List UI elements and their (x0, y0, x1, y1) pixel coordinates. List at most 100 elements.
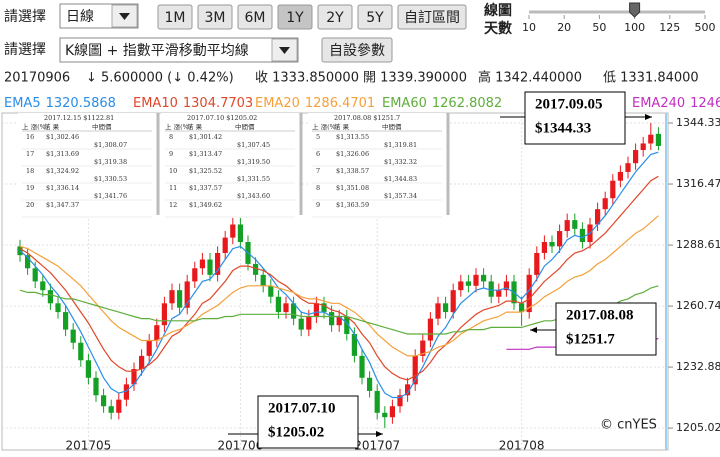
table-cell: $1,363.59 (336, 201, 369, 209)
table-cell: $1,338.57 (336, 167, 369, 175)
legend-name: EMA60 (382, 96, 427, 111)
candle-body (101, 395, 107, 407)
legend-name: EMA5 (4, 96, 41, 111)
candle-body (55, 303, 61, 313)
candle-body (617, 171, 623, 181)
candle-body (496, 290, 502, 297)
ema-line (19, 285, 659, 335)
legend-value: 1304.7703 (183, 96, 253, 111)
candle-body (351, 333, 357, 356)
candle-body (321, 303, 327, 313)
quote-info: 開 1339.390000 (363, 71, 467, 86)
x-tick-label: 201707 (354, 439, 400, 453)
table-cell: 9 (169, 150, 173, 158)
annotation-date: 2017.08.08 (566, 307, 634, 323)
legend-value: 1246 (690, 96, 720, 111)
days-label: 天數 (484, 20, 512, 37)
table-cell: $1,347.37 (46, 201, 79, 209)
table-cell: $1,336.14 (46, 184, 79, 192)
legend-entry: EMA5 1320.5868 (4, 96, 116, 111)
annotations: 2017.09.05 $1344.33 2017.08.08 $1251.7 2017.… (228, 91, 657, 449)
candle-body (268, 285, 274, 297)
custom-label: 自訂區間 (404, 10, 460, 26)
legend-value: 1286.4701 (305, 96, 375, 111)
candle-body (557, 231, 563, 247)
candle-body (207, 259, 213, 275)
range-button[interactable] (357, 4, 393, 30)
table-cell: 20 (26, 201, 34, 209)
select-label: 請選擇 (4, 9, 46, 25)
table-cell: $1,337.57 (189, 184, 222, 192)
settings-button[interactable] (321, 37, 393, 63)
candle-body (108, 406, 114, 413)
candle-body (260, 274, 266, 286)
table-cell: 7 (316, 167, 320, 175)
candle-body (78, 342, 84, 361)
candle-body (458, 281, 464, 291)
legend-value: 1320.5868 (46, 96, 116, 111)
ema-line (19, 215, 659, 357)
table-header: 上 漲(%) (312, 122, 339, 131)
quote-info: 收 1333.850000 (255, 71, 359, 86)
candle-body (549, 242, 555, 247)
table-cell: $1,332.32 (384, 158, 417, 166)
table-cell: $1,341.76 (94, 192, 127, 200)
candle-body (534, 252, 540, 275)
candle-body (397, 395, 403, 407)
legend-name: EMA20 (255, 96, 300, 111)
table-cell: 5 (316, 133, 320, 141)
range-label: 3M (205, 10, 226, 26)
table-header: 結 果 (44, 122, 60, 131)
legend-entry: EMA10 1304.7703 (133, 96, 253, 111)
candle-body (382, 412, 388, 418)
candle-body (199, 259, 205, 269)
candle-body (116, 399, 122, 413)
table-header: 中間價 (382, 122, 402, 131)
table-cell: $1,349.62 (189, 201, 222, 209)
candle-body (359, 355, 365, 378)
y-tick-label: 1288.61 (676, 238, 720, 251)
table-cell: $1,302.46 (46, 133, 79, 141)
range-label: 1M (165, 10, 186, 26)
candle-body (275, 296, 281, 313)
candle-body (602, 198, 608, 210)
candle-body (625, 163, 631, 172)
range-label: 6M (245, 10, 266, 26)
annotation-box (555, 302, 657, 356)
table-title: 2017.07.10 $1205.02 (187, 114, 257, 122)
candle-body (154, 325, 160, 341)
candle-body (237, 224, 243, 243)
candle-body (298, 318, 304, 330)
candle-body (427, 318, 433, 341)
range-button[interactable] (317, 4, 353, 30)
table-cell: $1,344.83 (384, 175, 417, 183)
table-cell: $1,331.55 (237, 175, 270, 183)
candle-body (93, 377, 99, 396)
candle-body (541, 242, 547, 253)
candle-body (336, 316, 342, 326)
range-label: 1Y (286, 10, 304, 26)
annotation-price: $1205.02 (268, 424, 324, 440)
dropdown[interactable] (59, 37, 299, 63)
candle-body (595, 209, 601, 225)
candle-body (139, 355, 145, 370)
range-button[interactable] (277, 4, 313, 30)
custom-button[interactable] (397, 4, 467, 30)
range-button[interactable] (197, 4, 233, 30)
slider-tick-label: 500 (695, 21, 716, 34)
slider-thumb[interactable] (629, 2, 641, 18)
candle-body (291, 303, 297, 319)
table-cell: $1,351.08 (336, 184, 369, 192)
table-cell: $1,319.81 (384, 141, 417, 149)
candle-body (519, 303, 525, 313)
candle-body (17, 246, 23, 256)
table-cell: 18 (26, 167, 34, 175)
table-cell: $1,326.06 (336, 150, 369, 158)
range-button[interactable] (157, 4, 193, 30)
arrow-head (645, 114, 652, 120)
range-button[interactable] (237, 4, 273, 30)
candle-body (344, 316, 350, 334)
table-cell: 11 (169, 184, 177, 192)
